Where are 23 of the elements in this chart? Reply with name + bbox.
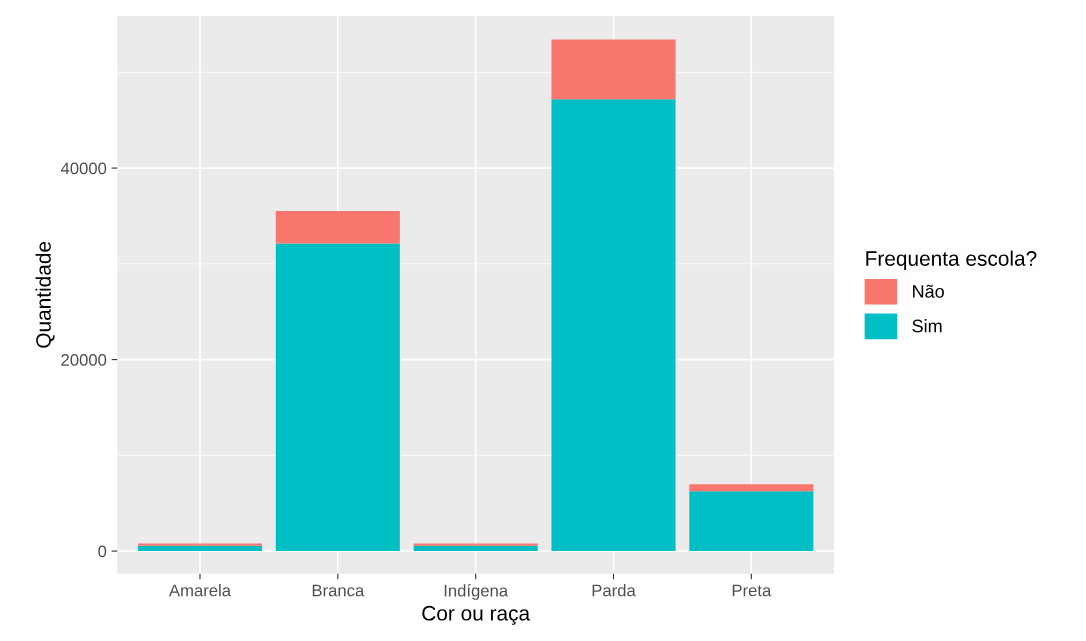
legend-label: Sim — [912, 319, 942, 333]
bar — [689, 491, 814, 552]
x-tick-label: Preta — [732, 584, 772, 597]
bar — [413, 545, 538, 552]
bar — [137, 543, 263, 546]
legend-label: Não — [913, 284, 944, 298]
x-tick-label: Parda — [592, 584, 636, 597]
bar — [137, 545, 263, 552]
y-tick-label: 0 — [98, 545, 107, 558]
x-tick-label: Indígena — [444, 584, 509, 600]
legend-title: Frequenta escola? — [866, 250, 1037, 270]
y-tick-label: 20000 — [61, 353, 107, 366]
y-tick-label: 40000 — [60, 162, 107, 175]
bar — [275, 243, 400, 552]
bar — [275, 210, 400, 244]
bar — [413, 543, 538, 546]
bar — [551, 39, 676, 100]
bar — [551, 99, 676, 552]
x-axis-title: Cor ou raça — [422, 605, 531, 625]
x-tick-label: Amarela — [169, 584, 232, 597]
y-axis-title: Quantidade — [35, 241, 55, 348]
bar — [689, 484, 814, 492]
x-tick-label: Branca — [312, 584, 365, 597]
